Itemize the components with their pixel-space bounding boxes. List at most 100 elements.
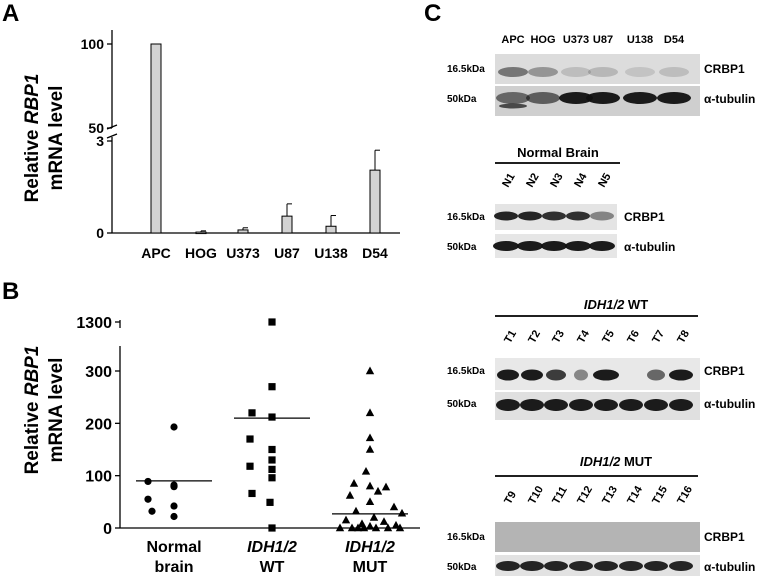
blot3-lane-label: T2	[526, 328, 543, 345]
blot1-tubulin-band	[526, 92, 560, 104]
data-point-square	[268, 524, 276, 532]
x-tick-label-line2: WT	[260, 559, 285, 576]
data-point-square	[268, 318, 276, 326]
blot2-kda-label: 16.5kDa	[447, 212, 485, 223]
blot2-protein-label: α-tubulin	[624, 240, 675, 254]
data-point-triangle	[379, 517, 389, 525]
blot3-lane-label: T7	[650, 328, 667, 345]
blot1-lane-label: APC	[501, 34, 524, 46]
blot1-lane-label: U138	[627, 34, 653, 46]
blot4-lane-label: T16	[675, 484, 695, 506]
data-point-square	[248, 489, 256, 498]
western-blots-c: APC HOG U373 U87 U138 D54 16.5kDa CRBP1 50kDa α-t…	[447, 34, 755, 576]
y-tick-label: 1300	[76, 315, 112, 332]
blot4-crbp1-strip	[495, 522, 700, 552]
blot2-tubulin-band	[589, 241, 615, 251]
y-tick-label: 100	[81, 36, 105, 52]
axis-break-mark	[106, 133, 118, 139]
data-point-triangle	[373, 486, 383, 495]
data-point-circle	[170, 512, 178, 521]
data-point-triangle	[341, 515, 351, 524]
y-tick-label: 300	[85, 364, 112, 381]
blot2-lane-label: N1	[500, 171, 517, 189]
y-axis-label-part: Relative	[22, 124, 43, 202]
x-tick-label: U373	[226, 245, 260, 261]
data-point-triangle	[383, 523, 393, 532]
blot1-crbp1-band	[659, 67, 689, 77]
blot1-crbp1-band	[588, 67, 618, 77]
y-tick-label: 0	[96, 225, 104, 241]
x-tick-label: APC	[141, 245, 171, 261]
blot2-tubulin-band	[541, 241, 567, 251]
blot4-tubulin-band	[669, 561, 693, 571]
blot4-kda-label: 50kDa	[447, 562, 477, 573]
blot2-crbp1-band	[566, 211, 590, 221]
y-axis-label-part: Relative	[22, 396, 43, 474]
data-point-triangle	[371, 523, 381, 532]
x-tick-label: U138	[314, 245, 348, 261]
y-axis-label-italic: RBP1	[22, 346, 43, 397]
blot3-tubulin-band	[544, 399, 568, 411]
data-point-triangle	[365, 481, 375, 490]
blot1-lane-label: U373	[563, 34, 589, 46]
blot2-crbp1-band	[494, 211, 518, 221]
data-point-square	[248, 409, 256, 417]
data-point-triangle	[335, 523, 345, 532]
blot4-tubulin-band	[644, 561, 668, 571]
x-tick-label: U87	[274, 245, 300, 261]
y-axis-label-a: Relative RBP1 mRNA level	[22, 74, 67, 203]
blot3-protein-label: α-tubulin	[704, 397, 755, 411]
blot1-lane-label: D54	[664, 34, 685, 46]
data-point-square	[268, 465, 276, 473]
data-point-square	[268, 445, 276, 454]
panel-label-a: A	[2, 0, 20, 27]
blot1-tubulin-band	[586, 92, 620, 104]
bar-chart-a: Relative RBP1 mRNA level 0 350 100 APC HOG U373…	[22, 30, 400, 261]
data-point-square	[268, 474, 276, 482]
blot4-protein-label: CRBP1	[704, 530, 745, 544]
blot3-lane-label: T5	[600, 328, 617, 345]
blot4-kda-label: 16.5kDa	[447, 532, 485, 543]
blot1-lane-label: HOG	[530, 34, 555, 46]
blot4-title-rest: MUT	[620, 454, 652, 469]
blot2-kda-label: 50kDa	[447, 242, 477, 253]
blot2-tubulin-band	[493, 241, 519, 251]
blot1-kda-label: 16.5kDa	[447, 64, 485, 75]
blot1-tubulin-band	[623, 92, 657, 104]
data-point-square	[268, 413, 276, 421]
blot4-protein-label: α-tubulin	[704, 560, 755, 574]
bar	[150, 43, 162, 234]
blot3-title-rest: WT	[624, 297, 648, 312]
blot3-crbp1-band	[593, 369, 619, 381]
blot3-protein-label: CRBP1	[704, 364, 745, 378]
x-tick-label-line1: IDH1/2	[345, 539, 395, 556]
data-point-triangle	[391, 520, 401, 529]
x-tick-label: D54	[362, 245, 388, 261]
data-point-triangle	[359, 523, 369, 532]
y-tick-label: 50	[88, 120, 104, 136]
panel-label-b: B	[2, 278, 20, 305]
blot3-kda-label: 50kDa	[447, 399, 477, 410]
data-point-triangle	[365, 521, 375, 530]
blot4-tubulin-band	[569, 561, 593, 571]
blot4-lane-label: T12	[575, 484, 595, 506]
blot2-lane-label: N2	[524, 171, 541, 189]
data-point-circle	[170, 483, 178, 491]
blot1-protein-label: α-tubulin	[704, 92, 755, 106]
blot3-crbp1-band	[546, 369, 566, 381]
blot2-protein-label: CRBP1	[624, 210, 665, 224]
data-point-triangle	[381, 482, 391, 491]
blot2-crbp1-band	[590, 211, 614, 221]
blot4-tubulin-band	[496, 561, 520, 571]
bar	[195, 231, 207, 235]
y-axis-label-b: Relative RBP1 mRNA level	[22, 346, 67, 475]
bar	[325, 225, 337, 234]
y-tick-label: 0	[103, 521, 112, 538]
y-tick-label: 200	[85, 416, 112, 433]
blot4-title-italic: IDH1/2	[580, 454, 621, 469]
blot1-kda-label: 50kDa	[447, 94, 477, 105]
data-point-square	[268, 383, 276, 391]
x-tick-label-line2: brain	[154, 559, 193, 576]
y-axis-label-italic: RBP1	[22, 74, 43, 125]
x-tick-label-line2: MUT	[353, 559, 388, 576]
